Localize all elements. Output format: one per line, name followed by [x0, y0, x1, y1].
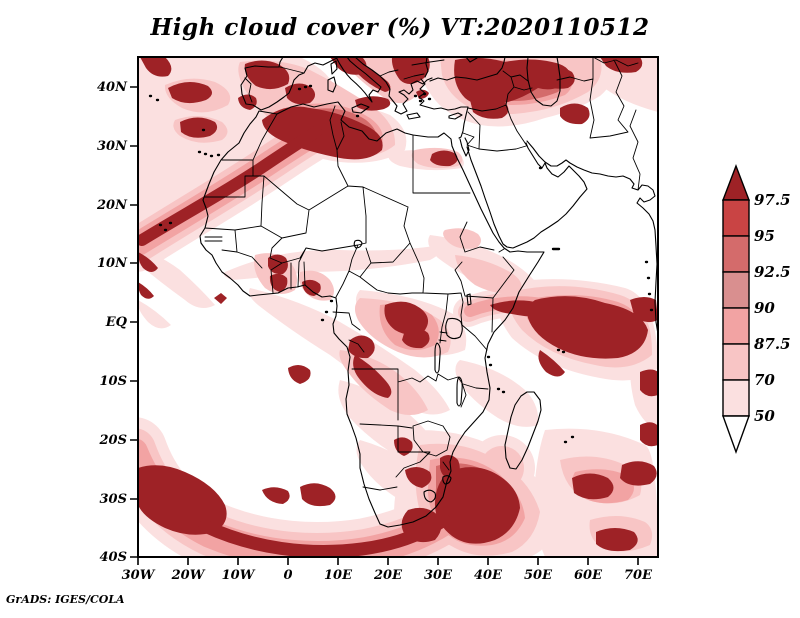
- x-tick-label: 40E: [474, 568, 503, 583]
- x-tick-label: 30W: [122, 568, 156, 583]
- colorbar-segment: [722, 307, 750, 345]
- colorbar-label: 92.5: [754, 263, 791, 281]
- africa-coastline: [199, 101, 545, 528]
- y-tick-label: 40N: [97, 80, 128, 95]
- y-axis-labels: 40N 30N 20N 10N EQ 10S 20S 30S 40S: [96, 80, 128, 565]
- x-tick-label: 10E: [324, 568, 353, 583]
- x-tick-label: 10W: [222, 568, 256, 583]
- cloud-band: [198, 513, 451, 557]
- y-tick-label: 30N: [97, 139, 128, 154]
- cloud-level-max: [138, 57, 658, 552]
- map-geography: [148, 57, 658, 528]
- colorbar-labels: 97.5 95 92.5 90 87.5 70 50: [754, 191, 791, 425]
- colorbar-bottom-arrow: [722, 415, 750, 455]
- plot-title: High cloud cover (%) VT:2020110512: [150, 14, 650, 41]
- x-tick-label: 0: [283, 568, 292, 583]
- cloud-band-cores: [138, 126, 451, 557]
- colorbar-top-arrow: [721, 164, 751, 201]
- middle-east-coastline: [418, 57, 658, 335]
- colorbar-segment: [722, 235, 750, 273]
- colorbar-label: 50: [754, 407, 775, 425]
- lakes: [353, 239, 472, 503]
- x-axis-labels: 30W 20W 10W 0 10E 20E 30E 40E 50E 60E 70…: [122, 568, 653, 583]
- colorbar: [721, 164, 751, 455]
- map-frame: [137, 56, 659, 558]
- colorbar-segment: [722, 199, 750, 237]
- x-tick-label: 30E: [424, 568, 453, 583]
- colorbar-segment: [722, 271, 750, 309]
- y-tick-label: EQ: [105, 315, 128, 330]
- y-tick-label: 40S: [100, 550, 127, 565]
- y-tick-label: 30S: [100, 492, 127, 507]
- colorbar-segment: [722, 379, 750, 417]
- y-tick-marks: [130, 86, 138, 558]
- colorbar-label: 90: [754, 299, 775, 317]
- x-tick-label: 60E: [574, 568, 603, 583]
- y-tick-label: 20S: [99, 433, 127, 448]
- island-dots: [148, 84, 654, 444]
- y-tick-label: 10S: [100, 374, 127, 389]
- colorbar-label: 87.5: [754, 335, 791, 353]
- colorbar-segment: [722, 343, 750, 381]
- x-tick-label: 20W: [171, 568, 206, 583]
- cloud-shading-layers: [138, 57, 658, 557]
- madagascar-coastline: [504, 391, 542, 470]
- x-tick-marks: [137, 557, 639, 565]
- x-tick-label: 70E: [624, 568, 653, 583]
- x-tick-label: 20E: [373, 568, 403, 583]
- x-tick-label: 50E: [524, 568, 553, 583]
- cloud-band: [138, 126, 322, 246]
- cloud-patch: [138, 57, 658, 552]
- y-tick-label: 10N: [97, 256, 128, 271]
- country-borders: [204, 57, 641, 491]
- grads-attribution: GrADS: IGES/COLA: [6, 593, 125, 606]
- colorbar-label: 95: [754, 227, 775, 245]
- colorbar-label: 97.5: [754, 191, 791, 209]
- europe-coastline: [240, 57, 506, 120]
- y-tick-label: 20N: [96, 198, 128, 213]
- colorbar-label: 70: [754, 371, 775, 389]
